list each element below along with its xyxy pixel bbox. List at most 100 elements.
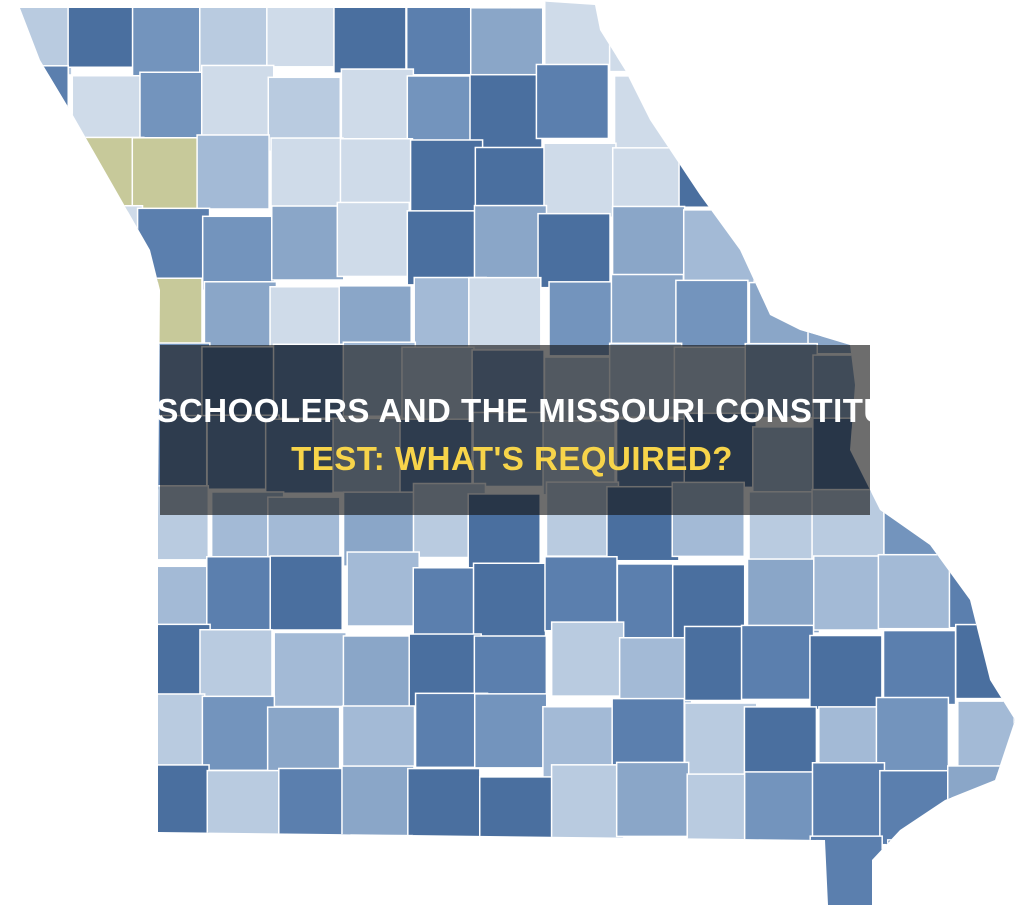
county (1019, 5, 1024, 79)
county (341, 765, 415, 841)
county (473, 204, 548, 281)
county (271, 205, 345, 281)
county (947, 765, 1015, 841)
county (615, 761, 690, 838)
county (811, 761, 886, 838)
county (72, 636, 147, 713)
county (200, 64, 275, 141)
county (66, 487, 140, 563)
county (610, 841, 685, 905)
county (134, 846, 209, 905)
county (139, 71, 213, 147)
county (883, 481, 957, 558)
county (473, 693, 548, 769)
county (1013, 696, 1015, 772)
county (1014, 139, 1015, 216)
county (954, 492, 1015, 568)
county (20, 551, 77, 627)
county (550, 764, 625, 840)
county (129, 277, 203, 353)
county (955, 63, 1015, 139)
county (957, 700, 1015, 776)
county (544, 555, 618, 632)
county (469, 7, 544, 83)
county (269, 555, 343, 631)
county (199, 628, 273, 705)
county (20, 280, 70, 357)
county (340, 68, 415, 144)
county (406, 75, 481, 151)
county (68, 276, 143, 353)
county (475, 845, 549, 905)
county (20, 209, 81, 285)
county (336, 201, 411, 278)
county (608, 0, 683, 73)
county (409, 139, 484, 215)
county (678, 132, 752, 208)
county (681, 846, 756, 905)
county (131, 693, 206, 769)
county (131, 3, 206, 80)
county (278, 767, 352, 844)
county (342, 635, 417, 711)
county (20, 696, 67, 772)
county (875, 696, 950, 773)
county (610, 273, 685, 350)
county (274, 842, 348, 905)
county (20, 0, 73, 76)
county (1016, 355, 1024, 429)
county (815, 138, 889, 214)
county (468, 276, 542, 353)
county (203, 281, 278, 357)
county (743, 771, 818, 847)
county (20, 773, 78, 849)
county (136, 764, 210, 840)
county (885, 272, 959, 349)
county (949, 423, 1015, 500)
county (544, 0, 618, 73)
county (201, 215, 276, 292)
county (67, 0, 141, 69)
county (882, 629, 957, 706)
county (675, 5, 749, 81)
county (407, 767, 481, 844)
county (1013, 271, 1015, 347)
county (611, 205, 686, 282)
county (472, 562, 547, 639)
county (406, 210, 481, 286)
county (807, 279, 881, 355)
county (72, 769, 147, 845)
county (743, 706, 818, 782)
county (675, 279, 749, 356)
county (747, 74, 822, 151)
county (339, 834, 414, 905)
county (879, 769, 953, 846)
county (809, 634, 883, 711)
county (958, 0, 1015, 72)
county (950, 832, 1015, 905)
county (339, 137, 414, 214)
county (405, 0, 480, 76)
county (950, 281, 1015, 358)
county (813, 555, 887, 631)
county (20, 846, 70, 905)
county (266, 0, 340, 68)
county (273, 631, 347, 708)
county (954, 623, 1015, 700)
county (206, 769, 281, 846)
county (543, 142, 617, 218)
county (1012, 553, 1015, 630)
county (613, 75, 688, 151)
county (749, 137, 824, 214)
title-band (160, 345, 870, 515)
county (478, 776, 553, 852)
county (196, 134, 270, 210)
county (201, 695, 276, 772)
county (333, 0, 407, 74)
county (809, 835, 883, 905)
county (673, 61, 748, 138)
county (809, 0, 883, 71)
county (886, 425, 960, 501)
